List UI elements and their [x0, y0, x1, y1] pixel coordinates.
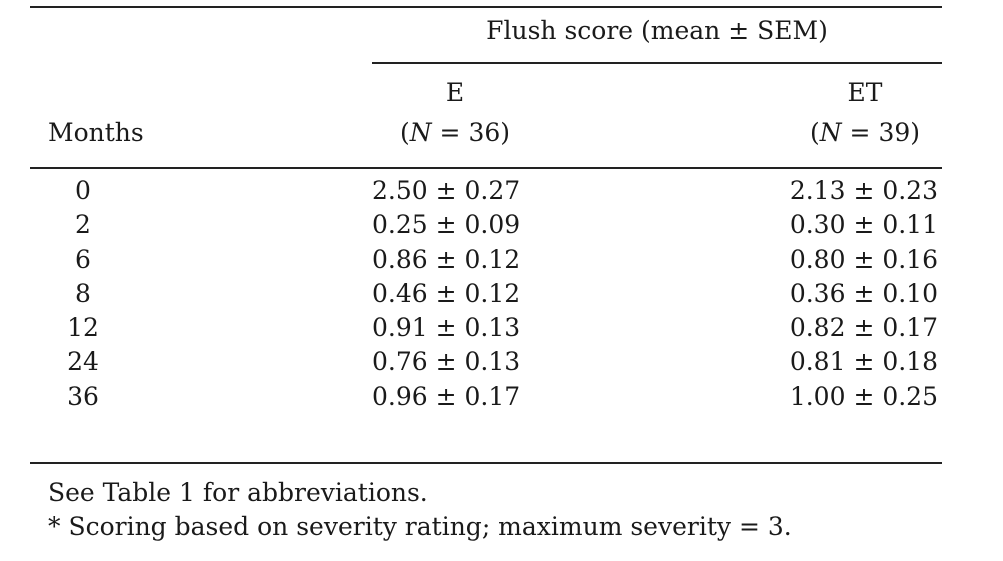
table-body: 0 2.50 ± 0.27 2.13 ± 0.23 2 0.25 ± 0.09 … [30, 174, 942, 414]
cell-month: 8 [75, 278, 91, 308]
cell-month: 36 [67, 381, 99, 411]
cell-month: 6 [75, 244, 91, 274]
spanner-rule [372, 62, 942, 64]
table-row: 12 0.91 ± 0.13 0.82 ± 0.17 [30, 311, 942, 345]
cell-e: 0.96 ± 0.17 [372, 381, 521, 411]
cell-e: 0.86 ± 0.12 [372, 244, 521, 274]
cell-month: 0 [75, 176, 91, 205]
cell-e: 0.25 ± 0.09 [372, 210, 521, 240]
cell-et: 0.82 ± 0.17 [789, 313, 938, 343]
table-row: 0 2.50 ± 0.27 2.13 ± 0.23 [30, 174, 942, 208]
table-row: 24 0.76 ± 0.13 0.81 ± 0.18 [30, 345, 942, 379]
header-rule [30, 167, 942, 169]
cell-month: 24 [67, 347, 99, 377]
cell-et: 0.30 ± 0.11 [789, 210, 938, 240]
table-row: 2 0.25 ± 0.09 0.30 ± 0.11 [30, 208, 942, 242]
cell-e: 0.91 ± 0.13 [372, 313, 521, 343]
column-spanner-header: Flush score (mean ± SEM) [486, 16, 828, 45]
cell-et: 0.80 ± 0.16 [789, 244, 938, 274]
cell-e: 0.46 ± 0.12 [372, 278, 521, 308]
table-bottom-rule [30, 462, 942, 464]
cell-e: 0.76 ± 0.13 [372, 347, 521, 377]
footnote-scoring: * Scoring based on severity rating; maxi… [48, 512, 792, 541]
table-row: 8 0.46 ± 0.12 0.36 ± 0.10 [30, 277, 942, 311]
column-n-et: (N = 39) [809, 118, 921, 147]
column-n-e: (N = 36) [399, 118, 511, 147]
cell-et: 2.13 ± 0.23 [789, 176, 938, 205]
table-top-rule [30, 6, 942, 8]
column-header-e: E [445, 78, 465, 107]
cell-month: 12 [67, 313, 99, 343]
footnote-abbreviations: See Table 1 for abbreviations. [48, 478, 428, 507]
stub-header-months: Months [48, 118, 144, 147]
cell-month: 2 [75, 210, 91, 240]
column-header-et: ET [847, 78, 883, 107]
cell-et: 0.81 ± 0.18 [789, 347, 938, 377]
cell-et: 1.00 ± 0.25 [789, 381, 938, 411]
cell-et: 0.36 ± 0.10 [789, 278, 938, 308]
table-row: 6 0.86 ± 0.12 0.80 ± 0.16 [30, 243, 942, 277]
table-row: 36 0.96 ± 0.17 1.00 ± 0.25 [30, 380, 942, 414]
cell-e: 2.50 ± 0.27 [372, 176, 521, 205]
